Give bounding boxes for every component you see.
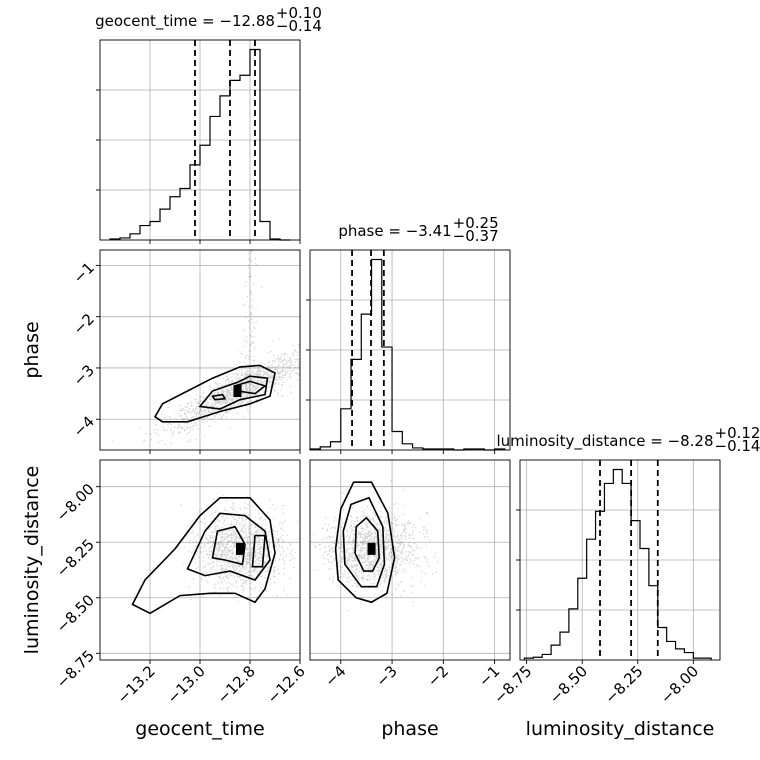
density-peak-cell <box>233 385 242 398</box>
histogram-bin <box>587 539 596 660</box>
histogram-bin <box>578 578 587 660</box>
x-axis-label-phase: phase <box>381 718 438 740</box>
histogram-bin <box>560 632 569 660</box>
histogram-bin <box>372 260 382 450</box>
histogram-bin <box>649 586 658 660</box>
x-tick-label: −13.0 <box>164 662 209 707</box>
x-axis-label-geocent_time: geocent_time <box>135 718 264 740</box>
histogram-bin <box>658 627 667 660</box>
panel-title-errors: +0.12 −0.14 <box>715 424 760 455</box>
density-contour <box>334 481 396 604</box>
density-contour <box>198 375 269 410</box>
x-tick-label: −4 <box>321 662 349 690</box>
hist-frame <box>519 459 721 661</box>
scatter-frame <box>309 459 511 661</box>
y-tick-label: −8.75 <box>53 647 98 692</box>
histogram-bin <box>640 549 649 660</box>
histogram-bin <box>331 442 341 450</box>
panel-title: luminosity_distance = −8.28 <box>496 432 713 451</box>
y-tick-label: −1 <box>70 259 98 287</box>
histogram-bin <box>150 221 160 240</box>
density-contour <box>211 393 227 401</box>
scatter-panel-geocent_time-luminosity_distance <box>131 494 300 615</box>
histogram-bin <box>170 197 180 240</box>
histogram-bin <box>676 649 685 660</box>
histogram-bin <box>230 80 240 240</box>
histogram-bin <box>569 609 578 660</box>
scatter-points <box>310 480 439 612</box>
panel-title-errors: +0.10 −0.14 <box>276 4 322 35</box>
x-tick-label: −12.6 <box>264 662 309 707</box>
density-peak-cell <box>367 542 376 555</box>
histogram-geocent_time <box>109 48 290 241</box>
histogram-bin <box>392 431 402 450</box>
histogram-bin <box>160 209 170 240</box>
histogram-bin <box>667 641 676 660</box>
density-contour <box>342 496 386 588</box>
histogram-bin <box>210 116 220 240</box>
density-peak-cell <box>236 542 244 555</box>
scatter-panel-phase-luminosity_distance <box>310 480 439 612</box>
histogram-bin <box>361 314 371 450</box>
x-tick-label: −3 <box>373 662 401 690</box>
hist-frame <box>309 249 511 451</box>
histogram-bin <box>542 654 551 660</box>
scatter-points <box>111 250 300 445</box>
histogram-bin <box>260 221 270 240</box>
panel-title-errors: +0.25 −0.37 <box>453 214 499 245</box>
histogram-bin <box>604 483 613 660</box>
x-tick-label: −8.00 <box>657 662 702 707</box>
x-tick-label: −2 <box>424 662 452 690</box>
scatter-panel-geocent_time-phase <box>111 250 300 445</box>
histogram-bin <box>200 145 210 240</box>
histogram-bin <box>631 521 640 660</box>
x-tick-label: −13.2 <box>114 662 159 707</box>
density-contour <box>251 534 266 568</box>
histogram-bin <box>551 645 560 660</box>
histogram-bin <box>220 96 230 240</box>
histogram-phase <box>309 258 506 451</box>
x-tick-label: −8.50 <box>546 662 591 707</box>
histogram-bin <box>402 444 412 450</box>
x-tick-label: −12.8 <box>214 662 259 707</box>
histogram-bin <box>613 470 622 660</box>
y-tick-label: −4 <box>70 413 98 441</box>
x-axis-label-luminosity_distance: luminosity_distance <box>526 718 715 740</box>
panel-title: geocent_time = −12.88 <box>95 12 275 31</box>
histogram-bin <box>140 226 150 240</box>
histogram-bin <box>684 653 693 660</box>
density-contour <box>354 516 381 572</box>
scatter-points <box>177 494 300 603</box>
density-contour <box>186 512 271 581</box>
y-axis-label-luminosity_distance: luminosity_distance <box>21 466 43 655</box>
y-tick-label: −2 <box>70 310 98 338</box>
histogram-bin <box>130 234 140 240</box>
y-tick-label: −8.00 <box>53 480 98 525</box>
x-tick-label: −8.25 <box>601 662 646 707</box>
y-tick-label: −3 <box>70 361 98 389</box>
histogram-bin <box>622 483 631 660</box>
histogram-bin <box>341 409 351 450</box>
y-tick-label: −8.25 <box>53 536 98 581</box>
y-tick-label: −8.50 <box>53 591 98 636</box>
histogram-luminosity_distance <box>523 468 712 660</box>
histogram-bin <box>180 189 190 240</box>
panel-title: phase = −3.41 <box>338 222 451 240</box>
density-contour <box>131 497 276 615</box>
density-contour <box>211 525 246 566</box>
density-contour <box>153 364 276 423</box>
y-axis-label-phase: phase <box>21 321 43 378</box>
histogram-bin <box>240 75 250 240</box>
